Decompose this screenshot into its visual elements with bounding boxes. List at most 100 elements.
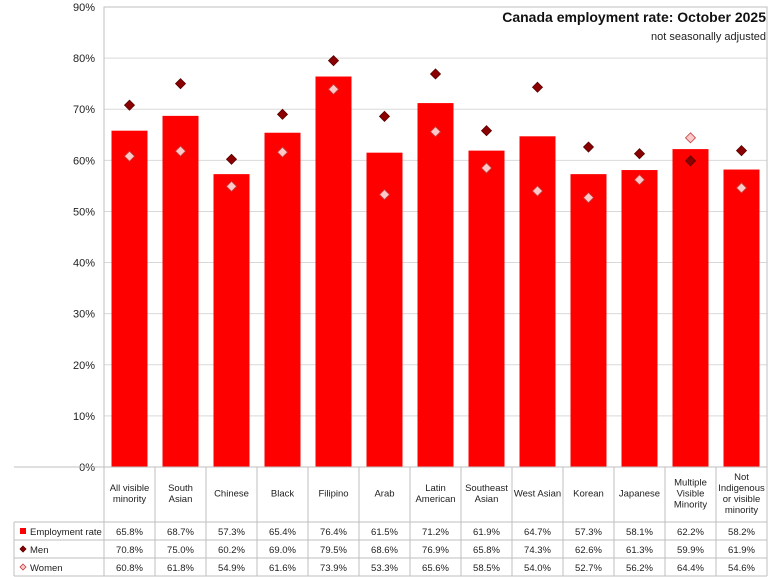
marker-women: [582, 192, 595, 204]
marker-women: [633, 174, 646, 186]
table-value: 57.3%: [218, 527, 245, 538]
marker-women: [531, 185, 544, 197]
y-tick-label: 90%: [73, 2, 95, 14]
marker-women: [429, 126, 442, 138]
marker-women: [327, 83, 340, 95]
marker-men: [327, 55, 340, 67]
y-tick-label: 10%: [73, 411, 95, 423]
y-axis-tick-labels: 0% 10% 20% 30% 40% 50% 60% 70% 80% 90%: [73, 2, 95, 474]
bar-employment-rate: [468, 150, 505, 467]
table-value: 76.9%: [422, 545, 449, 556]
table-value: 69.0%: [269, 545, 296, 556]
table-value: 61.9%: [728, 545, 755, 556]
chart-title: Canada employment rate: October 2025: [502, 9, 766, 25]
bar-employment-rate: [264, 132, 301, 467]
table-value: 73.9%: [320, 563, 347, 574]
marker-women: [123, 150, 136, 162]
marker-women: [378, 189, 391, 201]
table-value: 65.4%: [269, 527, 296, 538]
bar-employment-rate: [366, 152, 403, 467]
category-label: Southeast Asian: [465, 483, 508, 505]
marker-men: [225, 153, 238, 165]
employment-rate-bars: [111, 76, 760, 468]
bar-employment-rate: [570, 174, 607, 467]
category-label: Japanese: [619, 489, 660, 500]
marker-women: [684, 132, 697, 144]
category-label: All visible minority: [110, 483, 150, 505]
marker-men: [633, 148, 646, 160]
table-value: 65.8%: [116, 527, 143, 538]
table-value: 62.2%: [677, 527, 704, 538]
category-label: Filipino: [318, 489, 348, 500]
table-value: 68.7%: [167, 527, 194, 538]
marker-men: [480, 125, 493, 137]
table-value: 60.8%: [116, 563, 143, 574]
marker-men: [531, 81, 544, 93]
table-value: 79.5%: [320, 545, 347, 556]
data-table: All visible minority South Asian Chinese Blac…: [13, 466, 768, 577]
y-tick-label: 20%: [73, 360, 95, 372]
marker-men: [684, 155, 697, 167]
table-value: 64.7%: [524, 527, 551, 538]
category-label: South Asian: [168, 483, 193, 505]
y-tick-label: 80%: [73, 53, 95, 65]
marker-men: [378, 110, 391, 122]
table-value: 61.5%: [371, 527, 398, 538]
marker-women: [276, 146, 289, 158]
legend-key-men: [19, 545, 27, 553]
table-value: 60.2%: [218, 545, 245, 556]
table-value: 64.4%: [677, 563, 704, 574]
category-label: Arab: [374, 489, 394, 500]
table-value: 65.8%: [473, 545, 500, 556]
table-value: 61.6%: [269, 563, 296, 574]
table-value: 71.2%: [422, 527, 449, 538]
y-tick-label: 0%: [79, 462, 95, 474]
table-value: 74.3%: [524, 545, 551, 556]
y-tick-label: 50%: [73, 206, 95, 218]
marker-men: [123, 99, 136, 111]
marker-men: [735, 145, 748, 157]
table-value: 59.9%: [677, 545, 704, 556]
legend-key-women: [19, 563, 27, 571]
table-value: 58.5%: [473, 563, 500, 574]
table-value: 54.6%: [728, 563, 755, 574]
bar-employment-rate: [723, 169, 760, 468]
table-value: 61.3%: [626, 545, 653, 556]
legend-key-employment-rate: [20, 528, 26, 534]
legend-label: Women: [30, 563, 63, 574]
table-value: 56.2%: [626, 563, 653, 574]
table-value: 61.9%: [473, 527, 500, 538]
bar-employment-rate: [162, 115, 199, 467]
category-label: Not Indigenous or visible minority: [718, 472, 765, 516]
bar-employment-rate: [672, 149, 709, 468]
table-value: 75.0%: [167, 545, 194, 556]
table-value: 54.0%: [524, 563, 551, 574]
table-value: 58.1%: [626, 527, 653, 538]
category-label: West Asian: [514, 489, 561, 500]
category-label: Chinese: [214, 489, 249, 500]
table-value: 61.8%: [167, 563, 194, 574]
category-label: Black: [271, 489, 294, 500]
category-label: Multiple Visible Minority: [674, 478, 708, 511]
category-label: Korean: [573, 489, 604, 500]
marker-men: [582, 141, 595, 153]
legend-label: Men: [30, 545, 48, 556]
marker-women: [480, 162, 493, 174]
y-tick-label: 30%: [73, 309, 95, 321]
table-value: 53.3%: [371, 563, 398, 574]
marker-women: [735, 182, 748, 194]
bar-employment-rate: [315, 76, 352, 467]
bar-employment-rate: [417, 103, 454, 467]
y-tick-label: 70%: [73, 104, 95, 116]
men-markers: [123, 55, 748, 167]
women-markers: [123, 83, 748, 204]
bar-employment-rate: [621, 170, 658, 468]
y-tick-label: 60%: [73, 155, 95, 167]
marker-women: [225, 180, 238, 192]
marker-men: [174, 78, 187, 90]
y-tick-label: 40%: [73, 258, 95, 270]
legend-label: Employment rate: [30, 527, 102, 538]
marker-women: [174, 145, 187, 157]
marker-men: [276, 108, 289, 120]
